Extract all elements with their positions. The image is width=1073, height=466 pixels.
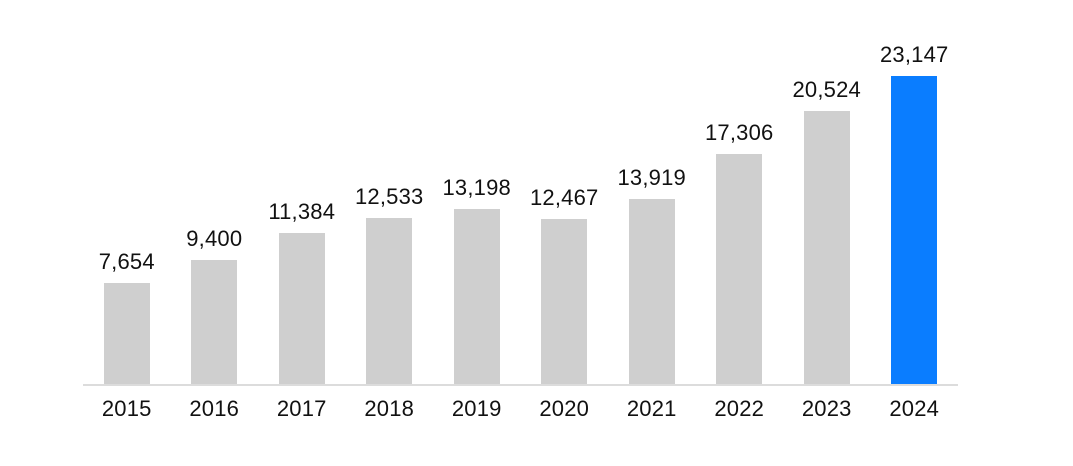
bar-value-label: 12,467 [530,184,599,210]
bar-2022 [716,154,763,385]
bar-value-label: 7,654 [98,248,155,274]
bar-2024 [891,76,938,385]
plot-area: 7,654 9,400 11,384 12,533 13,198 12,467 13,919… [83,0,958,422]
bar-group-2021: 13,919 [608,165,696,385]
bar-group-2018: 12,533 [346,184,434,385]
bar-group-2017: 11,384 [258,199,346,385]
bar-group-2022: 17,306 [696,120,784,385]
x-axis-tick-labels: 2015 2016 2017 2018 2019 2020 2021 2022 2023 2024 [83,396,958,422]
bar-group-2023: 20,524 [783,77,871,385]
x-tick-label-2019: 2019 [451,396,502,421]
bar-2015 [103,283,150,385]
bar-2018 [366,218,413,385]
bar-value-label: 17,306 [705,119,774,145]
bar-2017 [278,233,325,385]
bar-group-2024: 23,147 [871,42,959,385]
bar-value-label: 13,919 [617,164,686,190]
bar-value-label: 9,400 [186,225,243,251]
bar-group-2015: 7,654 [83,249,171,385]
bar-2016 [191,260,238,385]
x-tick-label-2017: 2017 [276,396,327,421]
bar-group-2020: 12,467 [521,185,609,385]
bar-2023 [803,111,850,385]
bar-2019 [453,209,500,385]
bar-value-label: 11,384 [268,198,336,224]
bar-value-label: 13,198 [442,174,511,200]
bar-2021 [628,199,675,385]
x-tick-label-2023: 2023 [801,396,852,421]
x-tick-label-2020: 2020 [539,396,590,421]
x-tick-label-2016: 2016 [189,396,240,421]
x-tick-label-2024: 2024 [889,396,940,421]
x-tick-label-2021: 2021 [626,396,677,421]
x-axis-line [83,384,958,386]
bars-row: 7,654 9,400 11,384 12,533 13,198 12,467 13,919… [83,0,958,385]
bar-value-label: 12,533 [355,183,424,209]
bar-group-2019: 13,198 [433,175,521,385]
bar-value-label: 20,524 [792,76,861,102]
x-tick-label-2022: 2022 [714,396,765,421]
x-tick-label-2018: 2018 [364,396,415,421]
x-tick-label-2015: 2015 [101,396,152,421]
bar-value-label: 23,147 [880,41,949,67]
bar-group-2016: 9,400 [171,226,259,385]
bar-2020 [541,219,588,385]
